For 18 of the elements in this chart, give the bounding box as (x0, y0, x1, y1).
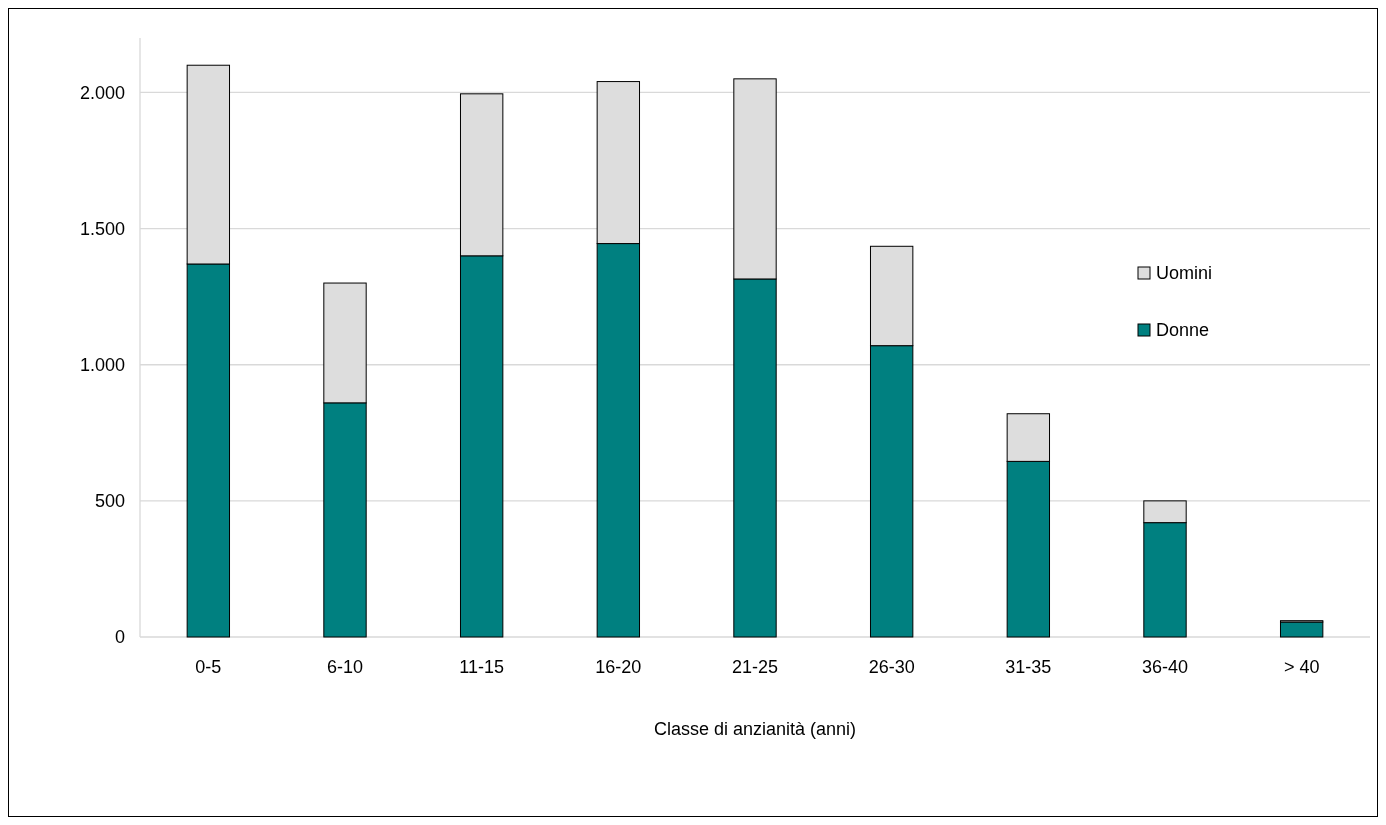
x-tick-label: 11-15 (459, 657, 505, 678)
legend-label: Donne (1156, 320, 1210, 341)
x-tick-label: 31-35 (1005, 657, 1052, 678)
y-tick-label: 1.000 (79, 355, 125, 376)
x-tick-label: 26-30 (868, 657, 915, 678)
y-tick-label: 1.500 (79, 218, 125, 239)
x-tick-label: 16-20 (595, 657, 642, 678)
legend-label: Uomini (1156, 263, 1213, 284)
x-tick-label: 0-5 (195, 657, 222, 678)
y-tick-label: 0 (114, 627, 125, 648)
x-tick-label: > 40 (1283, 657, 1320, 678)
x-tick-label: 21-25 (731, 657, 779, 678)
x-tick-label: 6-10 (326, 657, 364, 678)
bar (1279, 621, 1324, 638)
x-tick-label: 36-40 (1141, 657, 1189, 678)
x-axis-title: Classe di anzianità (anni) (653, 719, 857, 740)
y-tick-label: 2.000 (79, 82, 125, 103)
y-tick-label: 500 (94, 491, 125, 512)
